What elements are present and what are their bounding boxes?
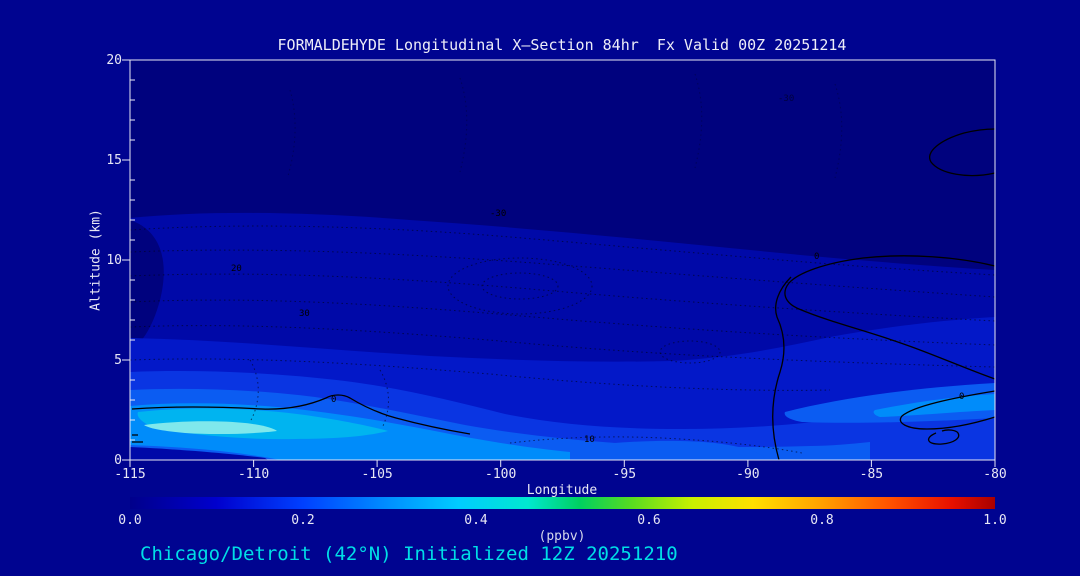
x-tick-label: -110 (237, 467, 270, 482)
caption: Chicago/Detroit (42°N) Initialized 12Z 2… (140, 543, 678, 565)
x-tick-label: -100 (485, 467, 517, 482)
x-tick-label: -80 (983, 467, 1007, 482)
y-tick-label: 15 (106, 153, 122, 168)
x-tick-label: -90 (736, 467, 760, 482)
x-tick-label: -95 (612, 467, 637, 482)
x-tick-label: -115 (114, 467, 146, 482)
contour-edge-mark (132, 434, 143, 443)
contour-label: 0 (331, 395, 336, 405)
contour-zero-line (772, 276, 792, 461)
colorbar-tick-label: 0.4 (464, 513, 488, 528)
colorbar-tick-label: 0.6 (637, 513, 661, 528)
y-tick-label: 10 (106, 253, 122, 268)
field-fill-layers (130, 60, 995, 460)
x-tick-label: -105 (361, 467, 393, 482)
y-axis-ticks (122, 59, 130, 461)
contour-zero-line (929, 128, 996, 177)
contour-zero-line (131, 394, 471, 435)
contour-value-labels: -30 20 30 0 10 0 0 -30 (231, 94, 964, 445)
dotted-contour-lines (129, 73, 996, 454)
y-tick-label: 0 (114, 453, 122, 468)
contour-label: 10 (584, 435, 595, 445)
contour-label: 0 (959, 392, 964, 402)
contour-swirl (928, 429, 960, 445)
field-layer (585, 440, 765, 460)
x-axis-ticks (129, 460, 996, 467)
cross-section-plot: -30 20 30 0 10 0 0 -30 (122, 59, 996, 467)
y-tick-label: 20 (106, 53, 122, 68)
field-layer (873, 394, 995, 417)
contour-zero-line (784, 255, 996, 380)
contour-label: 0 (814, 252, 819, 262)
y-tick-label: 5 (114, 353, 122, 368)
colorbar-tick-label: 0.2 (291, 513, 315, 528)
field-layer (130, 447, 268, 460)
colorbar-unit-label: (ppbv) (538, 529, 586, 544)
contour-zero-line (899, 390, 996, 430)
colorbar (130, 497, 995, 509)
field-layer (130, 220, 164, 350)
x-axis-title: Longitude (526, 483, 598, 498)
chart-title: FORMALDEHYDE Longitudinal X—Section 84hr… (277, 36, 847, 54)
colorbar-tick-label: 0.8 (810, 513, 834, 528)
contour-label: -30 (490, 209, 506, 219)
contour-label: 20 (231, 264, 242, 274)
contour-label: -30 (778, 94, 794, 104)
colorbar-tick-label: 0.0 (118, 513, 142, 528)
field-layer (144, 421, 277, 435)
y-axis-minor-ticks (130, 79, 135, 441)
colorbar-tick-label: 1.0 (983, 513, 1007, 528)
x-tick-label: -85 (859, 467, 884, 482)
solid-contour-lines (131, 128, 996, 461)
contour-label: 30 (299, 309, 310, 319)
